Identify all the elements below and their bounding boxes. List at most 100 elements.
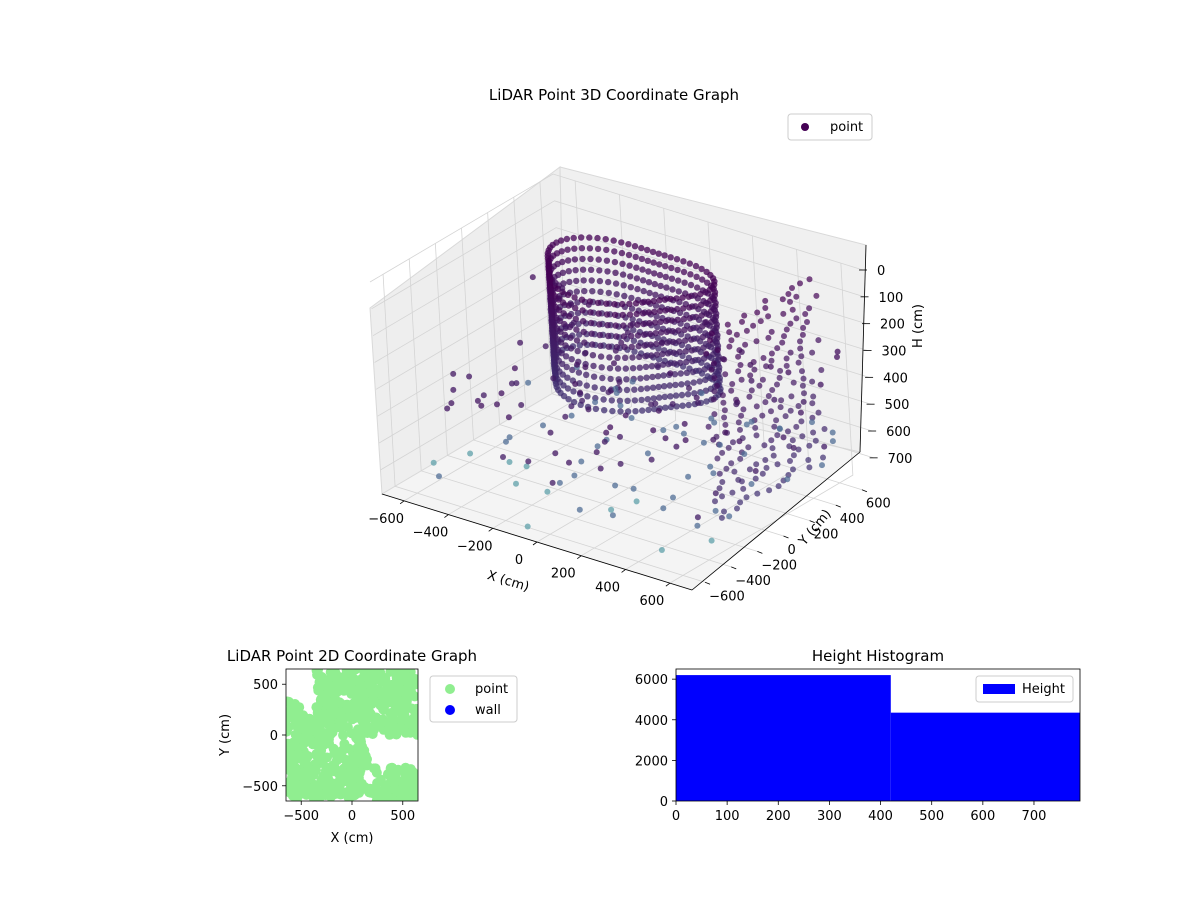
cloud-point — [787, 407, 794, 414]
cloud-point — [619, 311, 626, 319]
cloud-point — [525, 379, 532, 386]
cloud-point — [568, 301, 575, 308]
cloud-point — [672, 381, 679, 389]
cloud-point — [809, 414, 816, 421]
cloud-point — [639, 266, 646, 273]
cloud-point — [748, 418, 755, 425]
cloud-point — [793, 315, 800, 322]
y-tick — [809, 520, 815, 523]
cloud-point — [752, 468, 759, 474]
cloud-point — [669, 286, 676, 293]
cloud-point — [738, 376, 745, 383]
cloud-point — [614, 365, 622, 372]
cloud-point — [599, 385, 607, 392]
cloud-point — [574, 347, 581, 355]
cloud-point — [523, 463, 530, 470]
z-tick-label: 400 — [883, 371, 908, 386]
cloud-point — [644, 257, 651, 264]
scatter-2d-point — [308, 725, 319, 736]
scatter-2d-point — [386, 793, 397, 801]
cloud-point — [699, 287, 706, 294]
cloud-point — [753, 338, 760, 345]
cloud-point — [782, 413, 789, 420]
cloud-point — [624, 329, 631, 336]
cloud-point — [655, 364, 661, 371]
cloud-point — [788, 393, 795, 400]
cloud-point — [651, 270, 658, 277]
cloud-point — [631, 386, 638, 393]
scatter-2d-point — [346, 728, 357, 739]
cloud-point — [556, 317, 563, 325]
cloud-point — [613, 333, 620, 340]
cloud-point — [759, 376, 766, 383]
cloud-point — [750, 322, 757, 329]
cloud-point — [559, 360, 566, 368]
cloud-point — [785, 369, 792, 376]
cloud-point — [583, 371, 590, 378]
cloud-point — [793, 423, 800, 430]
cloud-point — [741, 312, 748, 319]
cloud-point — [503, 438, 509, 445]
plot-2d-ylabel: Y (cm) — [218, 714, 233, 757]
cloud-point — [563, 363, 570, 371]
cloud-point — [722, 421, 729, 428]
cloud-point — [571, 294, 578, 301]
cloud-point — [703, 350, 710, 357]
cloud-point — [564, 374, 571, 381]
cloud-point — [655, 250, 662, 257]
cloud-point — [629, 321, 636, 328]
histogram-x-tick-label: 500 — [919, 809, 944, 824]
cloud-point — [769, 387, 776, 393]
cloud-point — [508, 380, 515, 387]
cloud-point — [751, 366, 758, 373]
cloud-point — [664, 350, 672, 357]
cloud-point — [834, 348, 841, 355]
cloud-point — [725, 444, 732, 451]
cloud-point — [674, 266, 681, 274]
cloud-point — [741, 451, 748, 457]
cloud-point — [754, 309, 761, 316]
x-tick-label: 0 — [515, 553, 523, 568]
cloud-point — [746, 466, 753, 473]
cloud-point — [662, 273, 669, 281]
cloud-point — [623, 386, 631, 394]
cloud-point — [620, 322, 627, 329]
legend-3d-frame — [787, 113, 873, 141]
cloud-point — [585, 301, 592, 308]
scatter-2d-point — [337, 745, 348, 756]
cloud-point — [659, 350, 666, 358]
cloud-point — [810, 393, 817, 400]
cloud-point — [655, 407, 662, 414]
cloud-point — [643, 374, 650, 381]
cloud-point — [820, 454, 826, 461]
x-tick — [488, 527, 493, 532]
cloud-point — [705, 311, 713, 319]
cloud-point — [595, 256, 602, 263]
plot-2d-x-tick-label: 0 — [348, 809, 356, 824]
scatter-2d-point — [409, 774, 418, 785]
cloud-point — [561, 331, 569, 338]
cloud-point — [679, 402, 686, 409]
cloud-point — [708, 366, 715, 373]
cloud-point — [595, 310, 602, 317]
cloud-point — [474, 397, 481, 404]
cloud-point — [600, 396, 607, 403]
scatter-2d-point — [379, 704, 389, 715]
histogram-x-tick-label: 300 — [817, 809, 842, 824]
cloud-point — [774, 381, 780, 388]
cloud-point — [568, 403, 575, 410]
cloud-point — [650, 395, 657, 402]
scatter-2d-point — [335, 789, 346, 800]
cloud-point — [790, 466, 796, 473]
x-tick-label: −200 — [457, 539, 493, 554]
cloud-point — [613, 291, 620, 298]
cloud-point — [608, 397, 615, 404]
cloud-point — [662, 317, 670, 325]
cloud-point — [603, 300, 610, 307]
cloud-point — [640, 320, 647, 328]
cloud-point — [783, 355, 790, 362]
cloud-point — [518, 402, 525, 408]
grid-line-z — [371, 200, 865, 310]
cloud-point — [705, 423, 712, 430]
cloud-point — [809, 419, 815, 426]
